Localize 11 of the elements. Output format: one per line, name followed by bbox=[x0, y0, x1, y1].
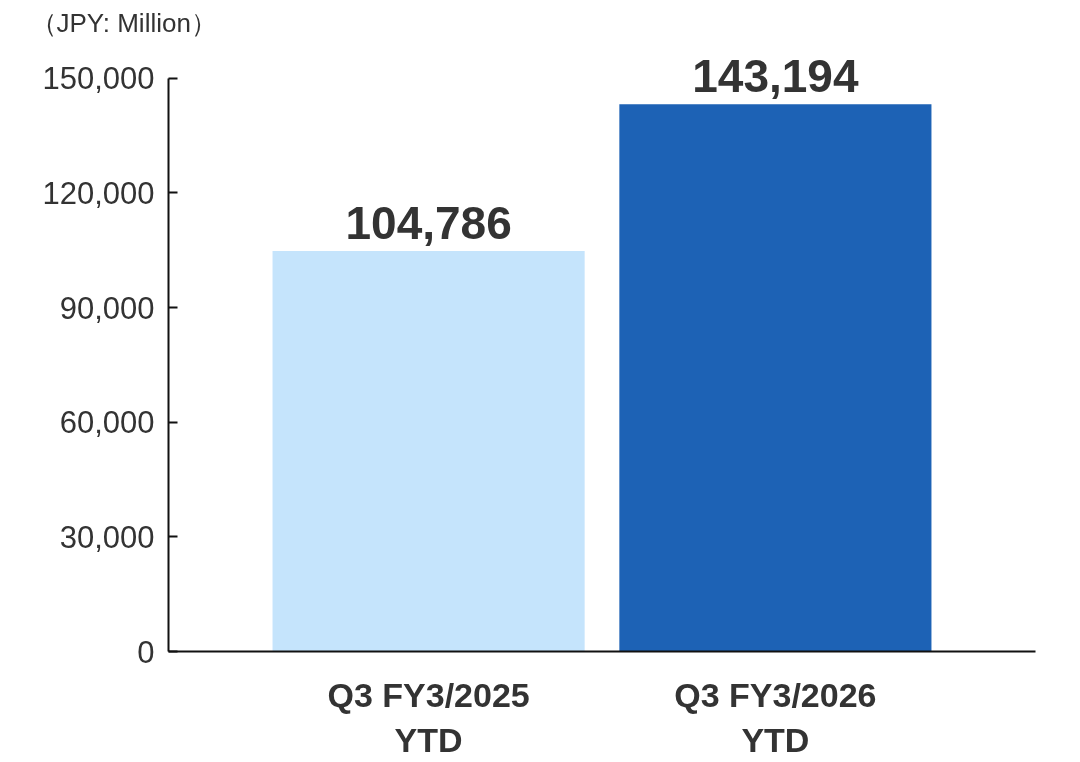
y-tick-label: 30,000 bbox=[59, 519, 155, 555]
y-tick-label: 0 bbox=[137, 634, 155, 670]
y-tick-label: 120,000 bbox=[42, 175, 155, 211]
y-tick-label: 150,000 bbox=[42, 61, 155, 97]
y-tick-label: 90,000 bbox=[59, 290, 155, 326]
x-tick-label: Q3 FY3/2026 YTD bbox=[674, 675, 877, 760]
y-tick-label: 60,000 bbox=[59, 405, 155, 441]
data-label: 104,786 bbox=[345, 197, 512, 250]
x-tick-label: Q3 FY3/2025 YTD bbox=[327, 675, 530, 760]
data-label: 143,194 bbox=[692, 50, 859, 103]
y-axis-title: （JPY: Million） bbox=[30, 7, 217, 38]
